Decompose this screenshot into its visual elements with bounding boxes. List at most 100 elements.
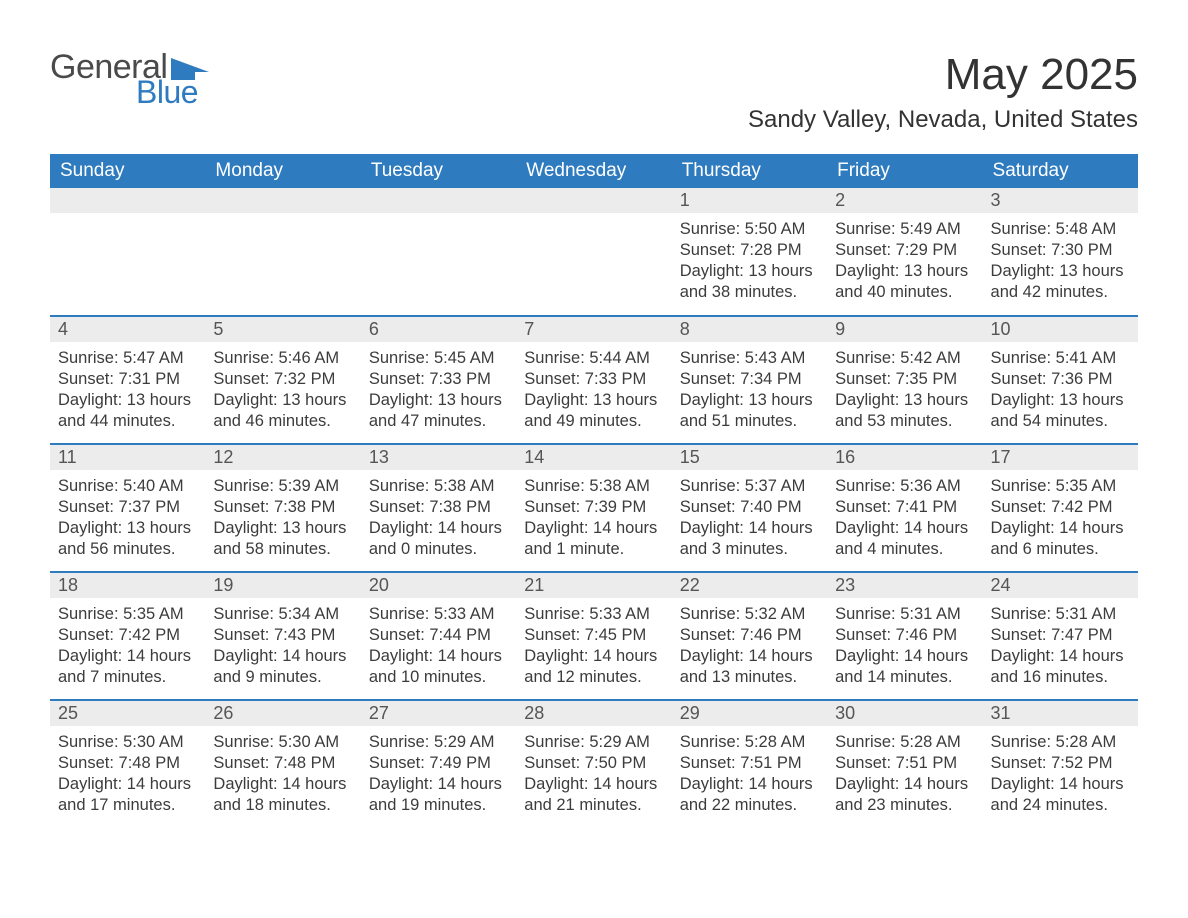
location: Sandy Valley, Nevada, United States: [748, 106, 1138, 134]
sunrise-line: Sunrise: 5:33 AM: [524, 604, 663, 625]
day-number: 12: [205, 445, 360, 470]
calendar-week-row: 11Sunrise: 5:40 AMSunset: 7:37 PMDayligh…: [50, 444, 1138, 572]
day-details: Sunrise: 5:37 AMSunset: 7:40 PMDaylight:…: [672, 470, 827, 564]
daylight-line: Daylight: 14 hours and 7 minutes.: [58, 646, 197, 688]
sunset-line: Sunset: 7:28 PM: [680, 240, 819, 261]
daylight-line: Daylight: 14 hours and 23 minutes.: [835, 774, 974, 816]
day-number: 6: [361, 317, 516, 342]
calendar-day-cell: 9Sunrise: 5:42 AMSunset: 7:35 PMDaylight…: [827, 316, 982, 444]
day-details: Sunrise: 5:44 AMSunset: 7:33 PMDaylight:…: [516, 342, 671, 436]
day-details: Sunrise: 5:34 AMSunset: 7:43 PMDaylight:…: [205, 598, 360, 692]
logo: General Blue: [50, 50, 209, 108]
calendar-day-cell: 30Sunrise: 5:28 AMSunset: 7:51 PMDayligh…: [827, 700, 982, 828]
day-details: Sunrise: 5:50 AMSunset: 7:28 PMDaylight:…: [672, 213, 827, 307]
sunrise-line: Sunrise: 5:42 AM: [835, 348, 974, 369]
day-details: Sunrise: 5:38 AMSunset: 7:39 PMDaylight:…: [516, 470, 671, 564]
sunset-line: Sunset: 7:32 PM: [213, 369, 352, 390]
weekday-header: Tuesday: [361, 154, 516, 188]
calendar-day-cell: 15Sunrise: 5:37 AMSunset: 7:40 PMDayligh…: [672, 444, 827, 572]
day-number: 18: [50, 573, 205, 598]
month-title: May 2025: [748, 50, 1138, 100]
day-details: Sunrise: 5:32 AMSunset: 7:46 PMDaylight:…: [672, 598, 827, 692]
calendar-day-cell: 29Sunrise: 5:28 AMSunset: 7:51 PMDayligh…: [672, 700, 827, 828]
calendar-empty-cell: [205, 188, 360, 316]
day-number: 17: [983, 445, 1138, 470]
sunrise-line: Sunrise: 5:46 AM: [213, 348, 352, 369]
day-number: 10: [983, 317, 1138, 342]
sunset-line: Sunset: 7:31 PM: [58, 369, 197, 390]
sunset-line: Sunset: 7:37 PM: [58, 497, 197, 518]
sunset-line: Sunset: 7:34 PM: [680, 369, 819, 390]
calendar-week-row: 1Sunrise: 5:50 AMSunset: 7:28 PMDaylight…: [50, 188, 1138, 316]
calendar-empty-cell: [516, 188, 671, 316]
day-details: Sunrise: 5:31 AMSunset: 7:46 PMDaylight:…: [827, 598, 982, 692]
sunset-line: Sunset: 7:38 PM: [213, 497, 352, 518]
calendar-document: General Blue May 2025 Sandy Valley, Neva…: [0, 0, 1188, 868]
calendar-day-cell: 19Sunrise: 5:34 AMSunset: 7:43 PMDayligh…: [205, 572, 360, 700]
weekday-header: Monday: [205, 154, 360, 188]
day-number: 5: [205, 317, 360, 342]
sunset-line: Sunset: 7:46 PM: [680, 625, 819, 646]
daylight-line: Daylight: 13 hours and 54 minutes.: [991, 390, 1130, 432]
calendar-day-cell: 24Sunrise: 5:31 AMSunset: 7:47 PMDayligh…: [983, 572, 1138, 700]
daylight-line: Daylight: 13 hours and 58 minutes.: [213, 518, 352, 560]
empty-day-header: [361, 188, 516, 213]
calendar-day-cell: 23Sunrise: 5:31 AMSunset: 7:46 PMDayligh…: [827, 572, 982, 700]
day-number: 4: [50, 317, 205, 342]
sunrise-line: Sunrise: 5:32 AM: [680, 604, 819, 625]
sunrise-line: Sunrise: 5:39 AM: [213, 476, 352, 497]
day-number: 21: [516, 573, 671, 598]
sunrise-line: Sunrise: 5:30 AM: [213, 732, 352, 753]
day-number: 7: [516, 317, 671, 342]
sunset-line: Sunset: 7:48 PM: [213, 753, 352, 774]
logo-word-blue: Blue: [136, 76, 209, 108]
calendar-day-cell: 10Sunrise: 5:41 AMSunset: 7:36 PMDayligh…: [983, 316, 1138, 444]
empty-day-header: [516, 188, 671, 213]
sunrise-line: Sunrise: 5:37 AM: [680, 476, 819, 497]
day-number: 9: [827, 317, 982, 342]
sunrise-line: Sunrise: 5:44 AM: [524, 348, 663, 369]
sunrise-line: Sunrise: 5:38 AM: [524, 476, 663, 497]
day-number: 13: [361, 445, 516, 470]
calendar-day-cell: 17Sunrise: 5:35 AMSunset: 7:42 PMDayligh…: [983, 444, 1138, 572]
calendar-day-cell: 25Sunrise: 5:30 AMSunset: 7:48 PMDayligh…: [50, 700, 205, 828]
sunset-line: Sunset: 7:29 PM: [835, 240, 974, 261]
daylight-line: Daylight: 14 hours and 1 minute.: [524, 518, 663, 560]
sunset-line: Sunset: 7:33 PM: [524, 369, 663, 390]
calendar-day-cell: 28Sunrise: 5:29 AMSunset: 7:50 PMDayligh…: [516, 700, 671, 828]
daylight-line: Daylight: 14 hours and 0 minutes.: [369, 518, 508, 560]
sunset-line: Sunset: 7:30 PM: [991, 240, 1130, 261]
day-details: Sunrise: 5:29 AMSunset: 7:49 PMDaylight:…: [361, 726, 516, 820]
daylight-line: Daylight: 14 hours and 9 minutes.: [213, 646, 352, 688]
day-number: 14: [516, 445, 671, 470]
day-details: Sunrise: 5:36 AMSunset: 7:41 PMDaylight:…: [827, 470, 982, 564]
sunrise-line: Sunrise: 5:29 AM: [524, 732, 663, 753]
sunset-line: Sunset: 7:51 PM: [680, 753, 819, 774]
sunset-line: Sunset: 7:36 PM: [991, 369, 1130, 390]
calendar-day-cell: 1Sunrise: 5:50 AMSunset: 7:28 PMDaylight…: [672, 188, 827, 316]
daylight-line: Daylight: 13 hours and 40 minutes.: [835, 261, 974, 303]
sunrise-line: Sunrise: 5:35 AM: [58, 604, 197, 625]
sunset-line: Sunset: 7:49 PM: [369, 753, 508, 774]
daylight-line: Daylight: 14 hours and 24 minutes.: [991, 774, 1130, 816]
day-details: Sunrise: 5:43 AMSunset: 7:34 PMDaylight:…: [672, 342, 827, 436]
daylight-line: Daylight: 13 hours and 49 minutes.: [524, 390, 663, 432]
daylight-line: Daylight: 14 hours and 10 minutes.: [369, 646, 508, 688]
day-details: Sunrise: 5:42 AMSunset: 7:35 PMDaylight:…: [827, 342, 982, 436]
calendar-day-cell: 22Sunrise: 5:32 AMSunset: 7:46 PMDayligh…: [672, 572, 827, 700]
day-number: 28: [516, 701, 671, 726]
calendar-day-cell: 2Sunrise: 5:49 AMSunset: 7:29 PMDaylight…: [827, 188, 982, 316]
calendar-day-cell: 4Sunrise: 5:47 AMSunset: 7:31 PMDaylight…: [50, 316, 205, 444]
sunrise-line: Sunrise: 5:50 AM: [680, 219, 819, 240]
sunset-line: Sunset: 7:42 PM: [991, 497, 1130, 518]
weekday-header: Friday: [827, 154, 982, 188]
weekday-header: Wednesday: [516, 154, 671, 188]
sunrise-line: Sunrise: 5:38 AM: [369, 476, 508, 497]
sunrise-line: Sunrise: 5:49 AM: [835, 219, 974, 240]
calendar-day-cell: 13Sunrise: 5:38 AMSunset: 7:38 PMDayligh…: [361, 444, 516, 572]
day-details: Sunrise: 5:40 AMSunset: 7:37 PMDaylight:…: [50, 470, 205, 564]
day-details: Sunrise: 5:41 AMSunset: 7:36 PMDaylight:…: [983, 342, 1138, 436]
sunset-line: Sunset: 7:39 PM: [524, 497, 663, 518]
calendar-day-cell: 26Sunrise: 5:30 AMSunset: 7:48 PMDayligh…: [205, 700, 360, 828]
header: General Blue May 2025 Sandy Valley, Neva…: [50, 50, 1138, 146]
